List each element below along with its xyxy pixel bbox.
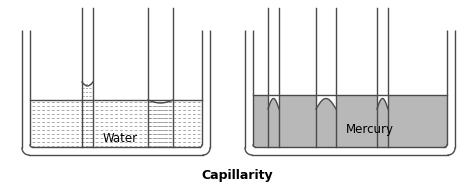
Bar [377,8,388,109]
Bar [268,8,279,109]
Bar [377,109,388,147]
Polygon shape [268,98,279,109]
Polygon shape [377,98,388,109]
Bar [316,8,336,109]
Text: Mercury: Mercury [346,124,394,136]
Text: Water: Water [102,131,137,145]
Bar [148,8,173,147]
Bar [316,109,336,147]
Text: Capillarity: Capillarity [201,169,273,182]
Bar [30,100,202,147]
Bar [253,95,447,147]
Bar [82,8,93,147]
Polygon shape [316,98,336,109]
Bar [268,109,279,147]
